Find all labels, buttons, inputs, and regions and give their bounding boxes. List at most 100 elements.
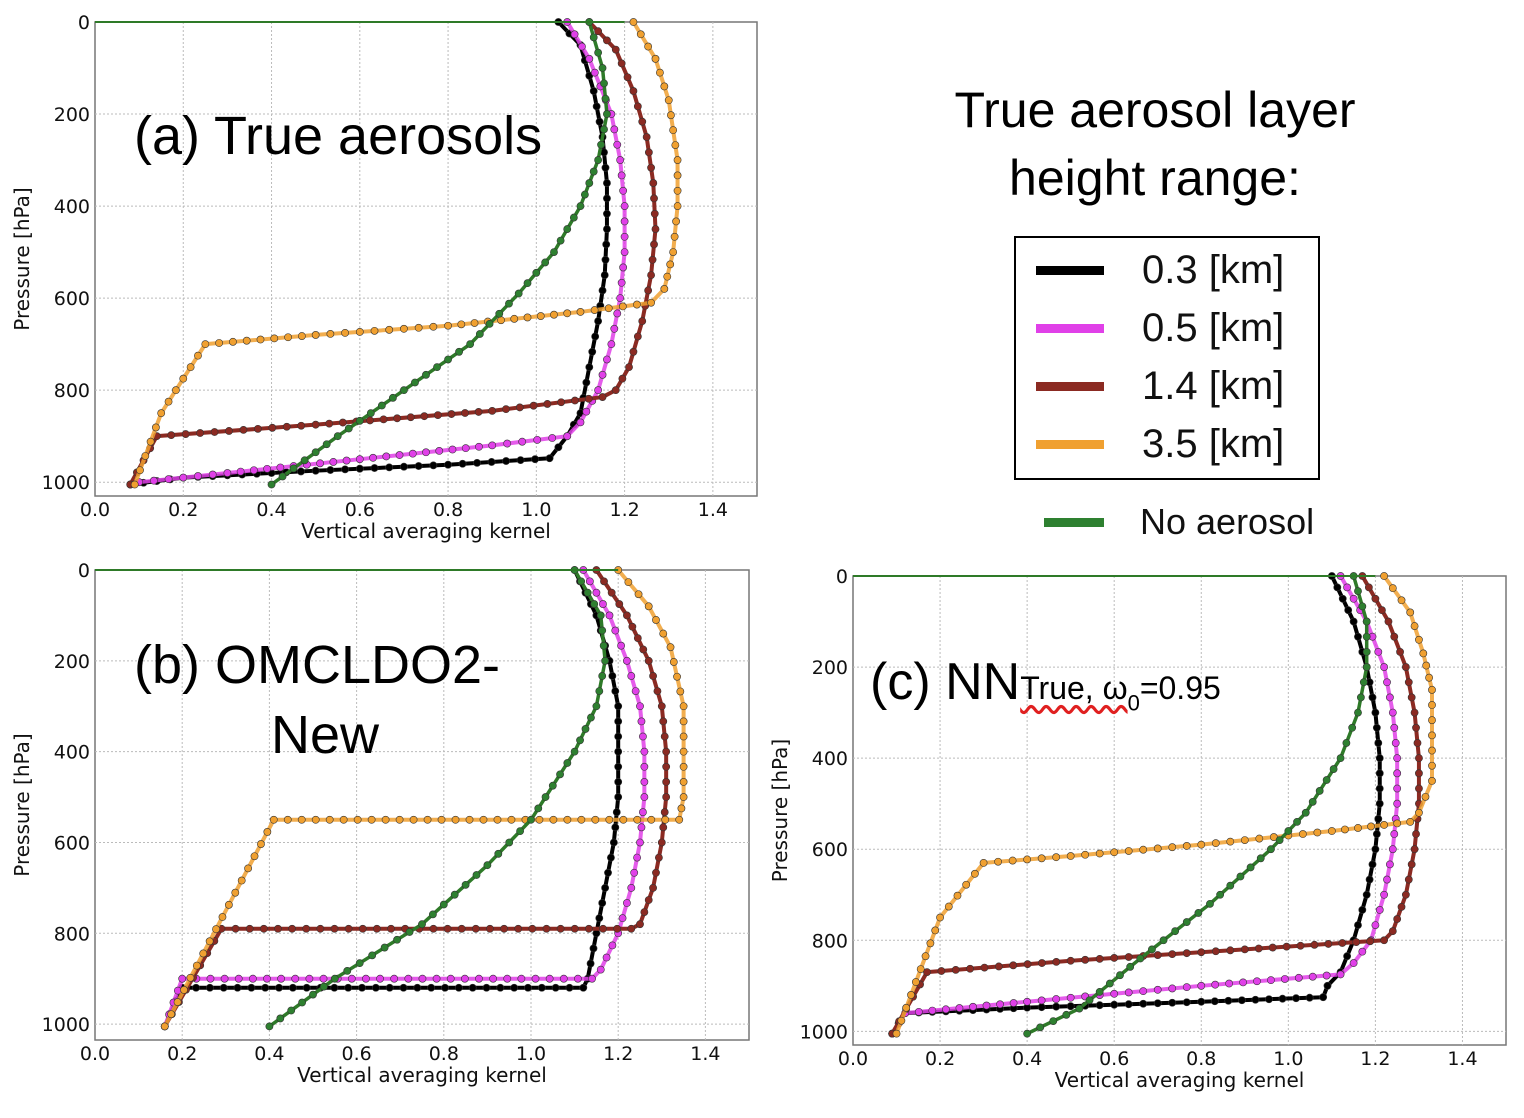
data-point bbox=[619, 815, 628, 824]
data-point bbox=[414, 323, 423, 332]
data-point bbox=[1124, 988, 1133, 997]
data-point bbox=[636, 702, 644, 711]
panel-c-tail: =0.95 bbox=[1139, 670, 1221, 706]
data-point bbox=[628, 622, 637, 631]
data-point bbox=[358, 983, 366, 992]
data-point bbox=[1388, 845, 1397, 854]
data-point bbox=[616, 294, 625, 303]
panel-a-annotation: (a) True aerosols bbox=[134, 106, 543, 166]
data-point bbox=[620, 217, 629, 226]
data-point bbox=[1362, 632, 1371, 641]
data-point bbox=[679, 747, 688, 756]
data-point bbox=[1428, 716, 1436, 725]
plot-area bbox=[852, 575, 1507, 1046]
data-point bbox=[1349, 959, 1358, 967]
data-point bbox=[194, 472, 202, 480]
data-point bbox=[229, 337, 237, 346]
data-point bbox=[233, 983, 242, 992]
data-point bbox=[1380, 663, 1389, 671]
data-point bbox=[569, 213, 578, 222]
data-point bbox=[1410, 708, 1419, 717]
data-point bbox=[311, 466, 320, 475]
data-point bbox=[916, 965, 925, 974]
data-point bbox=[1390, 830, 1399, 838]
data-point bbox=[591, 332, 600, 341]
data-point bbox=[1352, 938, 1361, 946]
data-point bbox=[979, 858, 988, 867]
data-point bbox=[1393, 819, 1402, 828]
data-point bbox=[210, 428, 219, 436]
data-point bbox=[1168, 998, 1177, 1007]
data-point bbox=[368, 951, 377, 960]
data-point bbox=[329, 458, 338, 466]
data-point bbox=[642, 133, 651, 141]
data-point bbox=[653, 687, 662, 695]
data-point bbox=[466, 340, 475, 349]
data-point bbox=[1267, 976, 1275, 985]
data-point bbox=[276, 1014, 285, 1023]
data-point bbox=[355, 455, 364, 464]
data-point bbox=[362, 974, 370, 983]
data-point bbox=[245, 924, 254, 933]
data-point bbox=[548, 434, 557, 442]
data-point bbox=[1023, 855, 1032, 864]
x-tick-label: 0.6 bbox=[1099, 1048, 1129, 1070]
data-point bbox=[563, 432, 572, 441]
legend-title: True aerosol layer height range: bbox=[905, 76, 1405, 212]
data-point bbox=[1095, 849, 1104, 858]
data-point bbox=[461, 409, 469, 417]
data-point bbox=[429, 461, 438, 470]
data-point bbox=[570, 924, 579, 933]
legend-label: No aerosol bbox=[1140, 501, 1315, 542]
data-point bbox=[598, 393, 607, 401]
data-point bbox=[206, 974, 215, 983]
data-point bbox=[586, 959, 595, 968]
data-point bbox=[404, 974, 413, 983]
data-point bbox=[937, 967, 946, 975]
data-point bbox=[1356, 693, 1365, 702]
data-point bbox=[1052, 995, 1061, 1003]
data-point bbox=[1148, 945, 1156, 954]
data-point bbox=[591, 815, 600, 824]
data-point bbox=[1380, 821, 1389, 829]
data-point bbox=[601, 883, 610, 892]
data-point bbox=[595, 914, 604, 923]
chart-panel-a: 0.0 0.2 0.4 0.6 0.8 1.0 1.2 1.4 0 200 400 600 800 100… bbox=[10, 12, 758, 543]
data-point bbox=[1110, 1000, 1119, 1009]
legend-box: 0.3 [km] 0.5 [km] 1.4 [km] 3.5 [km] bbox=[1014, 236, 1320, 480]
data-point bbox=[305, 974, 314, 983]
data-point bbox=[613, 140, 622, 149]
data-point bbox=[629, 347, 638, 356]
y-axis-label: Pressure [hPa] bbox=[768, 739, 792, 882]
data-point bbox=[1362, 663, 1371, 671]
y-axis-label: Pressure [hPa] bbox=[10, 187, 34, 330]
data-point bbox=[1362, 647, 1371, 656]
data-point bbox=[1338, 939, 1347, 947]
data-point bbox=[219, 983, 228, 992]
data-point bbox=[338, 418, 347, 427]
data-point bbox=[644, 148, 653, 157]
data-point bbox=[413, 983, 422, 992]
data-point bbox=[662, 793, 671, 801]
data-point bbox=[548, 781, 557, 790]
data-point bbox=[529, 401, 538, 410]
data-point bbox=[624, 578, 633, 587]
data-point bbox=[186, 973, 195, 982]
data-point bbox=[605, 815, 614, 824]
data-point bbox=[1052, 958, 1061, 966]
legend-swatch bbox=[1036, 265, 1104, 275]
data-point bbox=[536, 312, 545, 320]
data-point bbox=[265, 1022, 274, 1031]
panel-c-subscript: 0 bbox=[1127, 690, 1140, 716]
data-point bbox=[218, 913, 227, 921]
data-point bbox=[535, 815, 544, 824]
y-tick-label: 0 bbox=[78, 560, 90, 582]
data-point bbox=[557, 398, 566, 407]
data-point bbox=[1226, 881, 1235, 890]
data-point bbox=[1390, 723, 1399, 732]
data-point bbox=[244, 864, 253, 873]
data-point bbox=[532, 268, 541, 277]
data-point bbox=[1293, 817, 1301, 826]
data-point bbox=[615, 600, 624, 608]
